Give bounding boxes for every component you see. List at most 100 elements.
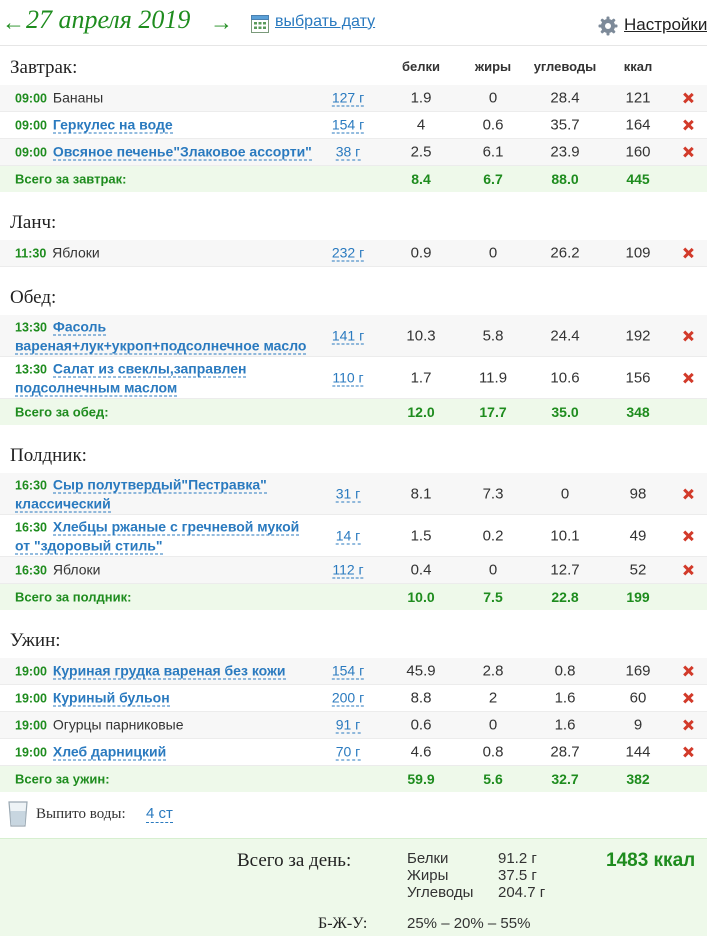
food-protein: 4 xyxy=(416,116,426,134)
meal-title: Ужин: xyxy=(10,630,61,651)
food-grams[interactable]: 91 г xyxy=(335,716,361,734)
food-fat: 0 xyxy=(488,561,498,579)
food-grams[interactable]: 154 г xyxy=(331,662,365,680)
delete-icon[interactable] xyxy=(683,373,693,383)
food-grams[interactable]: 141 г xyxy=(331,327,365,344)
food-grams[interactable]: 14 г xyxy=(335,527,361,544)
food-name[interactable]: Салат из свеклы,заправлен xyxy=(52,360,247,377)
next-day-arrow[interactable]: → xyxy=(210,10,233,35)
food-fat: 2.8 xyxy=(482,662,504,680)
food-grams[interactable]: 200 г xyxy=(331,689,365,707)
delete-icon[interactable] xyxy=(683,331,693,341)
meal-spacer xyxy=(0,610,707,620)
food-time: 16:30 xyxy=(15,563,47,578)
food-name[interactable]: Геркулес на воде xyxy=(52,116,173,134)
food-kcal: 98 xyxy=(629,485,647,502)
delete-icon[interactable] xyxy=(683,248,693,258)
meal-header: Полдник: xyxy=(0,435,707,473)
food-name[interactable]: классический xyxy=(15,495,111,512)
food-name[interactable]: Куриный бульон xyxy=(52,689,170,707)
food-name[interactable]: Овсяное печенье"Злаковое ассорти" xyxy=(52,143,312,161)
delete-icon[interactable] xyxy=(683,747,693,757)
food-carbs: 1.6 xyxy=(554,689,576,707)
food-fat: 11.9 xyxy=(478,369,508,386)
food-name[interactable]: Куриная грудка вареная без кожи xyxy=(52,662,286,680)
meal-title: Полдник: xyxy=(10,445,87,466)
food-time: 16:30 xyxy=(15,520,47,534)
food-protein: 8.1 xyxy=(410,485,432,502)
food-name[interactable]: подсолнечным маслом xyxy=(15,379,178,396)
day-protein-label: Белки xyxy=(407,850,449,867)
day-fat-label: Жиры xyxy=(407,867,449,884)
food-grams[interactable]: 70 г xyxy=(335,743,361,761)
meal-total-protein: 59.9 xyxy=(407,771,435,787)
food-row: 13:30 Фасоль вареная+лук+укроп+подсолнечн… xyxy=(0,315,707,357)
day-kcal: 1483 ккал xyxy=(606,850,696,871)
food-entry: 13:30 Салат из свеклы,заправлен подсолнеч… xyxy=(15,359,315,396)
food-carbs: 35.7 xyxy=(550,116,580,134)
choose-date-link[interactable]: выбрать дату xyxy=(275,13,376,30)
food-carbs: 24.4 xyxy=(550,327,580,344)
food-row: 13:30 Салат из свеклы,заправлен подсолнеч… xyxy=(0,357,707,399)
meal-spacer xyxy=(0,192,707,202)
date-title: 27 апреля 2019 xyxy=(26,5,191,34)
day-total-panel: Всего за день: Белки 91.2 г Жиры 37.5 г … xyxy=(0,838,707,936)
food-fat: 7.3 xyxy=(482,485,504,502)
delete-icon[interactable] xyxy=(683,666,693,676)
food-time: 16:30 xyxy=(15,478,47,492)
delete-icon[interactable] xyxy=(683,489,693,499)
food-kcal: 109 xyxy=(625,244,651,262)
food-grams[interactable]: 112 г xyxy=(332,561,364,579)
meal-total-protein: 10.0 xyxy=(407,589,435,605)
food-protein: 0.4 xyxy=(410,561,432,579)
delete-icon[interactable] xyxy=(683,693,693,703)
food-grams[interactable]: 232 г xyxy=(331,244,365,262)
food-name[interactable]: вареная+лук+укроп+подсолнечное масло xyxy=(15,337,307,354)
food-kcal: 160 xyxy=(625,143,651,161)
food-name[interactable]: Сыр полутвердый"Пестравка" xyxy=(52,476,267,493)
food-entry: 09:00 Бананы xyxy=(15,89,315,108)
food-kcal: 164 xyxy=(625,116,651,134)
day-protein-value: 91.2 г xyxy=(498,850,537,867)
food-grams[interactable]: 38 г xyxy=(335,143,361,161)
day-carbs-value: 204.7 г xyxy=(498,884,546,901)
delete-icon[interactable] xyxy=(683,531,693,541)
delete-icon[interactable] xyxy=(683,120,693,130)
food-grams[interactable]: 127 г xyxy=(331,89,365,107)
food-grams[interactable]: 154 г xyxy=(331,116,365,134)
column-header-kcal: ккал xyxy=(623,59,653,74)
food-name: Яблоки xyxy=(52,244,100,261)
meal-total-protein: 12.0 xyxy=(407,404,435,420)
food-name[interactable]: от "здоровый стиль" xyxy=(15,537,163,554)
food-kcal: 192 xyxy=(625,327,651,344)
delete-icon[interactable] xyxy=(683,720,693,730)
meal-total-label: Всего за ужин: xyxy=(15,771,110,787)
food-name[interactable]: Хлеб дарницкий xyxy=(52,743,167,761)
delete-icon[interactable] xyxy=(683,565,693,575)
delete-icon[interactable] xyxy=(683,147,693,157)
meal-title: Обед: xyxy=(10,287,57,308)
prev-day-arrow[interactable]: ← xyxy=(2,10,25,35)
food-carbs: 10.6 xyxy=(550,369,580,386)
water-amount[interactable]: 4 ст xyxy=(146,805,173,823)
food-protein: 1.5 xyxy=(410,527,432,544)
column-header-protein: белки xyxy=(401,59,441,74)
food-row: 16:30 Яблоки 112 г 0.4 0 12.7 52 xyxy=(0,557,707,584)
food-protein: 1.9 xyxy=(410,89,432,107)
food-name[interactable]: Хлебцы ржаные с гречневой мукой xyxy=(52,518,300,535)
settings-link[interactable]: Настройки xyxy=(624,15,707,34)
column-header-fat: жиры xyxy=(474,59,512,74)
food-grams[interactable]: 110 г xyxy=(332,369,364,386)
calendar-icon[interactable] xyxy=(251,14,269,33)
gear-icon[interactable] xyxy=(598,16,618,36)
food-entry: 13:30 Фасоль вареная+лук+укроп+подсолнечн… xyxy=(15,317,315,354)
food-name[interactable]: Фасоль xyxy=(52,318,107,335)
food-entry: 19:00 Огурцы парниковые xyxy=(15,716,315,735)
food-kcal: 9 xyxy=(633,716,643,734)
food-carbs: 12.7 xyxy=(550,561,580,579)
delete-icon[interactable] xyxy=(683,93,693,103)
meal-total-protein: 8.4 xyxy=(411,171,431,187)
meal-total-fat: 5.6 xyxy=(483,771,503,787)
water-section: Выпито воды: 4 ст xyxy=(0,799,707,835)
food-grams[interactable]: 31 г xyxy=(335,485,361,502)
